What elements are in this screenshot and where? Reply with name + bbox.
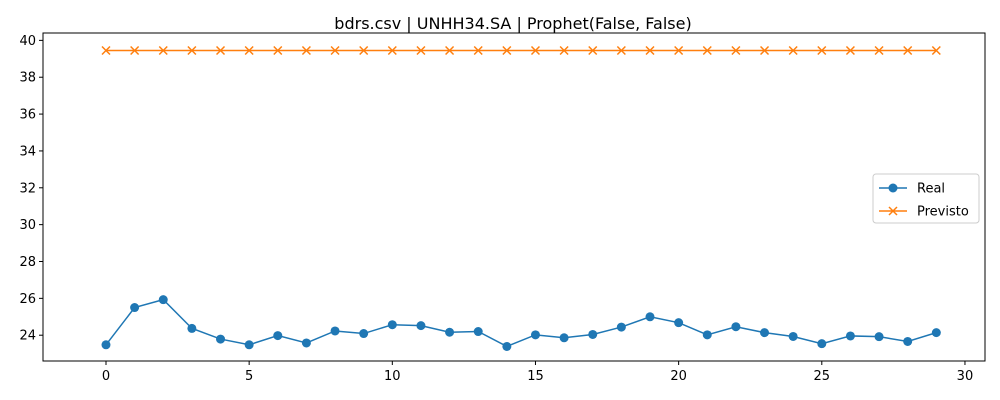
data-point — [645, 45, 655, 56]
series-previsto — [101, 45, 941, 56]
data-point — [387, 320, 397, 330]
data-point — [101, 45, 111, 56]
x-tick-label: 30 — [957, 369, 974, 384]
data-point — [130, 303, 140, 313]
data-point — [473, 327, 483, 337]
data-point — [330, 45, 340, 56]
y-tick-label: 36 — [19, 108, 36, 123]
legend-marker — [888, 183, 898, 193]
data-point — [817, 45, 827, 56]
data-point — [559, 333, 569, 343]
y-tick-label: 40 — [19, 34, 36, 49]
data-point — [387, 45, 397, 56]
data-point — [616, 322, 626, 332]
y-tick-label: 26 — [19, 292, 36, 307]
data-point — [559, 45, 569, 56]
y-tick-label: 34 — [19, 144, 36, 159]
legend-label: Real — [917, 182, 945, 197]
data-point — [845, 45, 855, 56]
x-tick-label: 15 — [527, 369, 544, 384]
y-tick-label: 28 — [19, 255, 36, 270]
data-point — [874, 45, 884, 56]
data-point — [130, 45, 140, 56]
y-tick-label: 32 — [19, 181, 36, 196]
data-point — [101, 340, 111, 350]
data-point — [588, 45, 598, 56]
legend-item: Previsto — [879, 205, 969, 220]
data-point — [674, 318, 684, 328]
data-point — [473, 45, 483, 56]
x-tick-label: 25 — [814, 369, 831, 384]
x-tick-label: 10 — [384, 369, 401, 384]
data-point — [215, 45, 226, 56]
chart-title: bdrs.csv | UNHH34.SA | Prophet(False, Fa… — [334, 14, 691, 33]
series-real — [101, 295, 941, 351]
data-point — [359, 329, 369, 339]
plot-frame — [42, 32, 986, 362]
data-point — [845, 331, 855, 341]
data-point — [788, 45, 798, 56]
data-point — [502, 45, 512, 56]
x-tick-label: 20 — [670, 369, 687, 384]
data-point — [788, 331, 798, 341]
y-tick-label: 30 — [19, 218, 36, 233]
data-point — [702, 330, 712, 340]
data-point — [445, 45, 455, 56]
legend-label: Previsto — [917, 205, 969, 220]
data-point — [502, 341, 512, 351]
data-point — [301, 338, 311, 348]
data-point — [674, 45, 684, 56]
data-point — [416, 45, 426, 56]
data-point — [158, 45, 168, 56]
y-tick-label: 38 — [19, 71, 36, 86]
data-point — [903, 336, 913, 346]
data-point — [645, 312, 655, 322]
data-point — [273, 331, 283, 341]
data-point — [301, 45, 311, 56]
y-tick-label: 24 — [19, 329, 36, 344]
data-point — [530, 330, 540, 340]
data-point — [359, 45, 369, 56]
data-point — [416, 321, 426, 331]
data-point — [244, 340, 254, 350]
data-point — [588, 329, 598, 339]
data-point — [931, 328, 941, 338]
data-point — [530, 45, 541, 56]
data-point — [702, 45, 712, 56]
data-point — [216, 334, 226, 344]
data-point — [731, 45, 741, 56]
data-point — [158, 295, 168, 305]
data-point — [931, 45, 941, 56]
legend-item: Real — [879, 182, 945, 197]
data-point — [817, 339, 827, 349]
data-point — [760, 328, 770, 338]
x-tick-label: 5 — [245, 369, 253, 384]
data-point — [731, 322, 741, 332]
data-point — [760, 45, 770, 56]
data-point — [445, 327, 455, 337]
data-point — [273, 45, 283, 56]
data-point — [616, 45, 626, 56]
data-point — [874, 332, 884, 342]
series-line-real — [105, 298, 937, 348]
data-point — [187, 323, 197, 333]
legend: Real Previsto — [872, 173, 980, 224]
data-point — [903, 45, 913, 56]
x-tick-label: 0 — [102, 369, 110, 384]
data-point — [330, 326, 340, 336]
legend-marker — [888, 206, 898, 216]
data-point — [187, 45, 197, 56]
data-point — [244, 45, 254, 56]
